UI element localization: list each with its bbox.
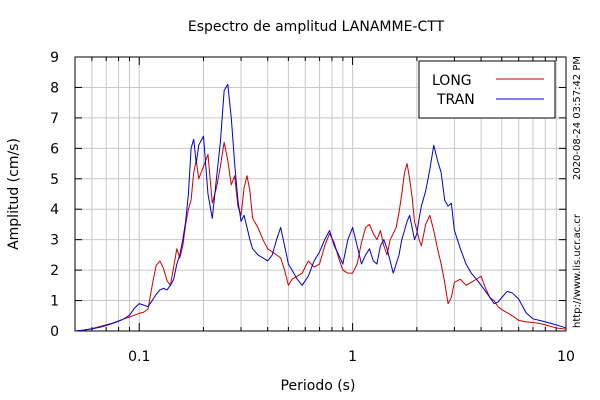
series-line-long <box>74 141 567 332</box>
y-tick-label: 6 <box>50 141 59 157</box>
legend-label-tran: TRAN <box>436 92 475 108</box>
x-tick-label: 10 <box>557 349 575 365</box>
x-axis-label: Periodo (s) <box>281 378 356 394</box>
legend: LONG TRAN <box>418 60 556 119</box>
y-tick-label: 5 <box>50 172 59 188</box>
x-tick-label: 0.1 <box>128 349 150 365</box>
y-tick-label: 7 <box>50 111 59 127</box>
axes: 0 1 2 3 4 5 6 7 8 9 0.1 1 10 <box>50 50 575 365</box>
plot-frame <box>74 56 567 332</box>
y-tick-label: 8 <box>50 80 59 96</box>
series-lines <box>74 83 567 332</box>
source-url-label: http://www.lis.ucr.ac.cr <box>572 213 583 328</box>
y-tick-label: 2 <box>50 263 59 279</box>
x-tick-label: 1 <box>348 349 357 365</box>
y-tick-label: 0 <box>50 324 59 340</box>
y-tick-label: 9 <box>50 50 59 66</box>
y-axis-label: Amplitud (cm/s) <box>6 138 22 250</box>
legend-label-long: LONG <box>432 73 472 89</box>
series-line-tran <box>74 83 567 332</box>
legend-box <box>418 60 556 119</box>
timestamp-label: 2020-08-24 03:57:42 PM <box>572 56 583 180</box>
y-tick-label: 1 <box>50 294 59 310</box>
y-tick-label: 4 <box>50 202 59 218</box>
chart-title: Espectro de amplitud LANAMME-CTT <box>188 19 445 35</box>
y-tick-label: 3 <box>50 233 59 249</box>
